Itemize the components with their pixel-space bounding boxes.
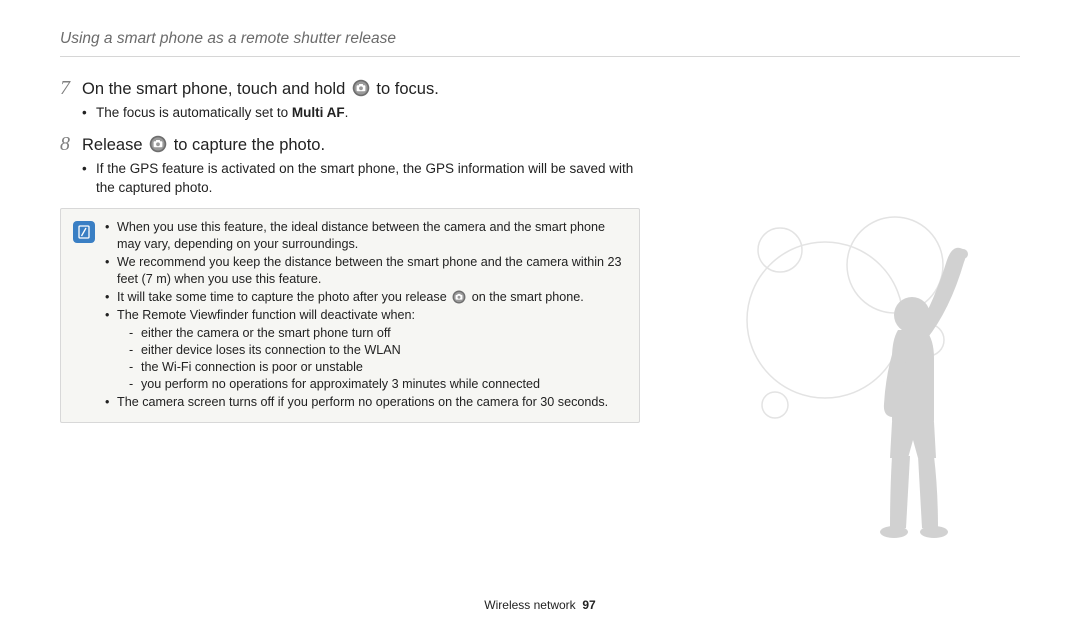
page-header: Using a smart phone as a remote shutter … (60, 30, 1020, 57)
step-8-notes: If the GPS feature is activated on the s… (60, 160, 640, 198)
page: Using a smart phone as a remote shutter … (0, 0, 1080, 630)
camera-shutter-icon (452, 290, 466, 304)
footer-page-number: 97 (582, 598, 595, 612)
main-content: 7 On the smart phone, touch and hold to … (60, 77, 640, 423)
step-7: 7 On the smart phone, touch and hold to … (60, 77, 640, 123)
step-number: 8 (60, 133, 82, 156)
note-subitem: you perform no operations for approximat… (129, 376, 625, 393)
note-item: When you use this feature, the ideal dis… (105, 219, 625, 253)
note-icon-column (73, 219, 95, 412)
header-title: Using a smart phone as a remote shutter … (60, 30, 396, 47)
camera-shutter-icon (149, 135, 167, 153)
note-item: We recommend you keep the distance betwe… (105, 254, 625, 288)
info-note-box: When you use this feature, the ideal dis… (60, 208, 640, 423)
page-footer: Wireless network 97 (0, 598, 1080, 612)
note-subitem: either device loses its connection to th… (129, 342, 625, 359)
note-subitem: either the camera or the smart phone tur… (129, 325, 625, 342)
step-number: 7 (60, 77, 82, 100)
note-content: When you use this feature, the ideal dis… (105, 219, 625, 412)
note-icon (73, 221, 95, 243)
bullet: The focus is automatically set to Multi … (82, 104, 640, 123)
note-item: The Remote Viewfinder function will deac… (105, 307, 625, 393)
step-text: Release to capture the photo. (82, 134, 325, 156)
footer-section: Wireless network (484, 598, 575, 612)
note-item: It will take some time to capture the ph… (105, 289, 625, 306)
step-7-notes: The focus is automatically set to Multi … (60, 104, 640, 123)
note-sublist: either the camera or the smart phone tur… (117, 325, 625, 393)
camera-shutter-icon (352, 79, 370, 97)
note-item: The camera screen turns off if you perfo… (105, 394, 625, 411)
step-text: On the smart phone, touch and hold to fo… (82, 78, 439, 100)
decorative-illustration (720, 190, 1020, 570)
note-subitem: the Wi-Fi connection is poor or unstable (129, 359, 625, 376)
bullet: If the GPS feature is activated on the s… (82, 160, 640, 198)
step-8: 8 Release to capture the photo. If the G… (60, 133, 640, 198)
